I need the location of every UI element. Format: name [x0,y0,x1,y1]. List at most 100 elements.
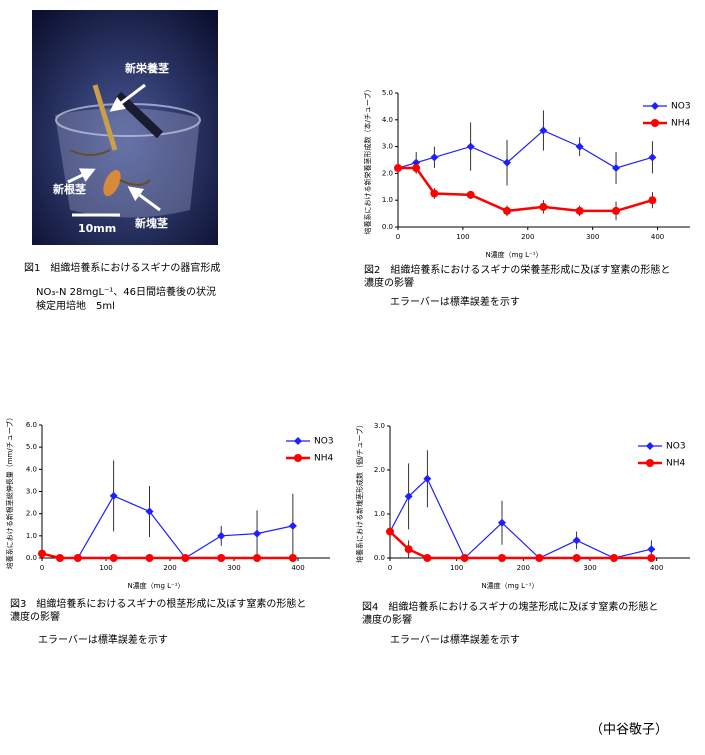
marker [648,196,657,205]
marker [535,554,544,562]
marker [288,521,297,530]
caption: 図4 組織培養系におけるスギナの塊茎形成に及ぼす窒素の形態と [362,600,658,613]
x-tick-label: 200 [163,564,176,572]
marker [647,554,656,562]
x-tick-label: 300 [586,233,599,241]
note: エラーバーは標準誤差を示す [38,633,168,646]
caption: 濃度の影響 [10,610,60,623]
photo-label: 新塊茎 [135,216,168,230]
marker [648,153,657,162]
y-tick-label: 2.0 [374,466,385,474]
marker [109,491,118,500]
y-tick-label: 0.0 [382,223,393,231]
y-tick-label: 3.0 [26,488,37,496]
marker [217,554,226,562]
marker [181,554,190,562]
marker [386,527,394,536]
photo: 新栄養茎 新根茎 新塊茎 10mm [32,10,218,245]
legend-marker [294,454,302,462]
marker [647,545,656,554]
legend-label: NO3 [666,442,686,452]
y-tick-label: 1.0 [26,532,37,540]
y-tick-label: 0.0 [374,554,385,562]
x-tick-label: 400 [291,564,304,572]
marker [575,206,584,215]
x-tick-label: 100 [456,233,469,241]
y-tick-label: 5.0 [382,89,393,97]
y-tick-label: 4.0 [26,465,37,473]
marker [394,164,402,173]
caption: 図3 組織培養系におけるスギナの根茎形成に及ぼす窒素の形態と [10,597,306,610]
x-tick-label: 300 [583,564,596,572]
note: エラーバーは標準誤差を示す [390,633,520,646]
legend-label: NO3 [671,102,691,112]
legend-marker [294,437,302,445]
marker [430,153,439,162]
x-tick-label: 100 [99,564,112,572]
marker [423,554,432,562]
legend-marker [651,102,659,110]
marker [572,554,581,562]
x-axis-label: N濃度（mg L⁻¹） [127,581,184,590]
note: 検定用培地 5ml [36,299,115,312]
marker [539,202,548,211]
note: NO₃-N 28mgL⁻¹、46日間培養後の状況 [36,285,216,298]
marker [404,492,413,501]
marker [253,554,262,562]
y-axis-label: 培養系における新栄養茎形成数（本/チューブ） [363,86,372,235]
marker [404,545,413,554]
y-axis-label: 培養系における新塊茎形成数（個/チューブ） [355,421,364,563]
y-tick-label: 3.0 [374,422,385,430]
series-line [41,495,294,559]
caption: 濃度の影響 [364,276,414,289]
caption: 濃度の影響 [362,613,412,626]
y-tick-label: 2.0 [382,169,393,177]
marker [423,474,432,483]
y-tick-label: 6.0 [26,421,37,429]
marker [288,554,297,562]
marker [145,554,154,562]
y-tick-label: 2.0 [26,510,37,518]
author: （中谷敬子） [590,722,668,738]
marker [38,549,46,558]
marker [466,190,475,199]
y-tick-label: 3.0 [382,143,393,151]
legend-marker [646,459,654,467]
series-line [398,166,653,213]
photo-label: 新根茎 [53,182,86,196]
marker [503,158,512,167]
x-tick-label: 0 [388,564,392,572]
marker [460,554,469,562]
x-axis-label: N濃度（mg L⁻¹） [481,581,538,590]
x-tick-label: 0 [40,564,44,572]
marker [253,529,262,538]
marker [503,206,512,215]
x-tick-label: 200 [521,233,534,241]
legend-marker [651,119,659,127]
x-tick-label: 400 [650,564,663,572]
series-line [389,477,652,560]
x-tick-label: 300 [227,564,240,572]
marker [412,164,421,173]
marker [430,189,439,198]
legend-label: NH4 [314,454,334,464]
note: エラーバーは標準誤差を示す [390,295,520,308]
legend-label: NH4 [666,459,686,469]
series-line [389,530,652,560]
marker [612,206,621,215]
x-axis-label: N濃度（mg L⁻¹） [485,250,542,259]
marker [572,536,581,545]
scale-label: 10mm [78,222,116,235]
x-tick-label: 100 [450,564,463,572]
x-tick-label: 400 [651,233,664,241]
marker [539,126,548,135]
marker [498,554,506,562]
marker [612,164,621,173]
marker [109,554,118,562]
series-line [397,129,653,169]
x-tick-label: 0 [396,233,400,241]
photo-label: 新栄養茎 [125,61,169,75]
y-tick-label: 1.0 [374,510,385,518]
marker [498,518,506,527]
